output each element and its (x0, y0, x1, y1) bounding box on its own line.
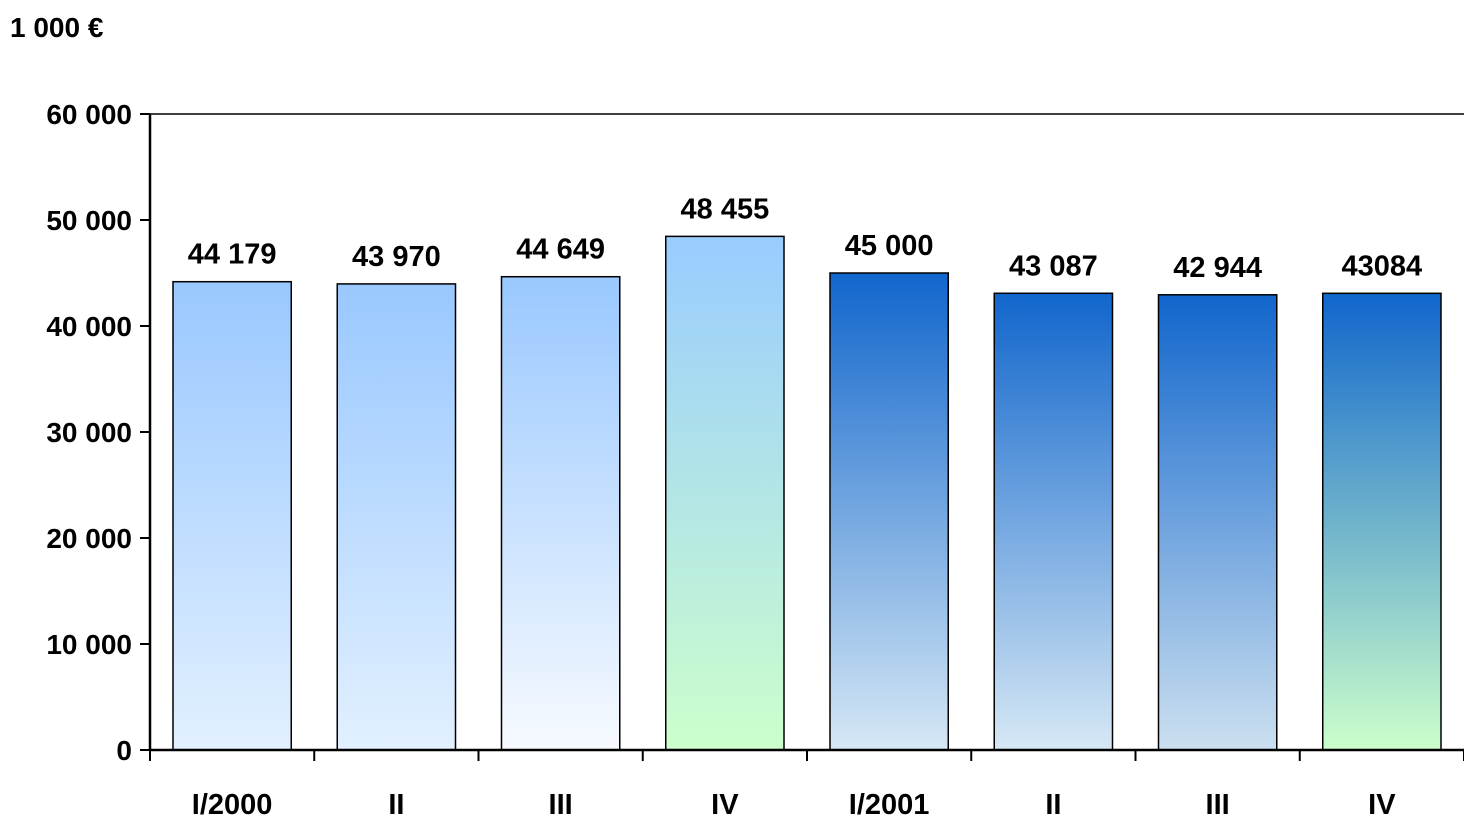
y-tick-label: 50 000 (46, 205, 132, 236)
y-tick-label: 10 000 (46, 629, 132, 660)
data-labels: 44 179 43 970 44 649 48 455 45 000 43 087 42 9… (188, 193, 1422, 283)
bars (172, 235, 1442, 751)
data-label: 43 970 (352, 241, 441, 273)
data-label: 44 649 (516, 234, 605, 266)
y-tick-label: 0 (116, 735, 132, 766)
x-tick-label: IV (1368, 789, 1396, 821)
bar (993, 292, 1114, 751)
x-tick-label: II (388, 789, 404, 821)
y-tick-label: 40 000 (46, 311, 132, 342)
bar (664, 235, 785, 751)
bar (500, 275, 621, 751)
y-tick-label: 30 000 (46, 417, 132, 448)
x-tick-label: IV (711, 789, 739, 821)
bar (829, 272, 950, 751)
data-label: 44 179 (188, 239, 277, 271)
data-label: 43 087 (1009, 250, 1098, 282)
x-axis-ticks: I/2000 II III IV I/2001 II III IV (149, 750, 1464, 821)
y-axis-ticks: 0 10 000 20 000 30 000 40 000 50 000 60 000 (46, 99, 150, 766)
bar (1321, 292, 1442, 751)
data-label: 43084 (1342, 250, 1423, 282)
x-tick-label: I/2000 (192, 789, 273, 821)
data-label: 48 455 (681, 193, 770, 225)
x-tick-label: II (1045, 789, 1061, 821)
unit-label: 1 000 € (10, 12, 104, 43)
x-tick-label: I/2001 (849, 789, 930, 821)
data-label: 45 000 (845, 230, 934, 262)
x-tick-label: III (1206, 789, 1230, 821)
bar (172, 280, 293, 751)
data-label: 42 944 (1173, 252, 1262, 284)
x-tick-label: III (549, 789, 573, 821)
bar (1157, 294, 1278, 751)
y-tick-label: 60 000 (46, 99, 132, 130)
bar (336, 283, 457, 751)
y-tick-label: 20 000 (46, 523, 132, 554)
